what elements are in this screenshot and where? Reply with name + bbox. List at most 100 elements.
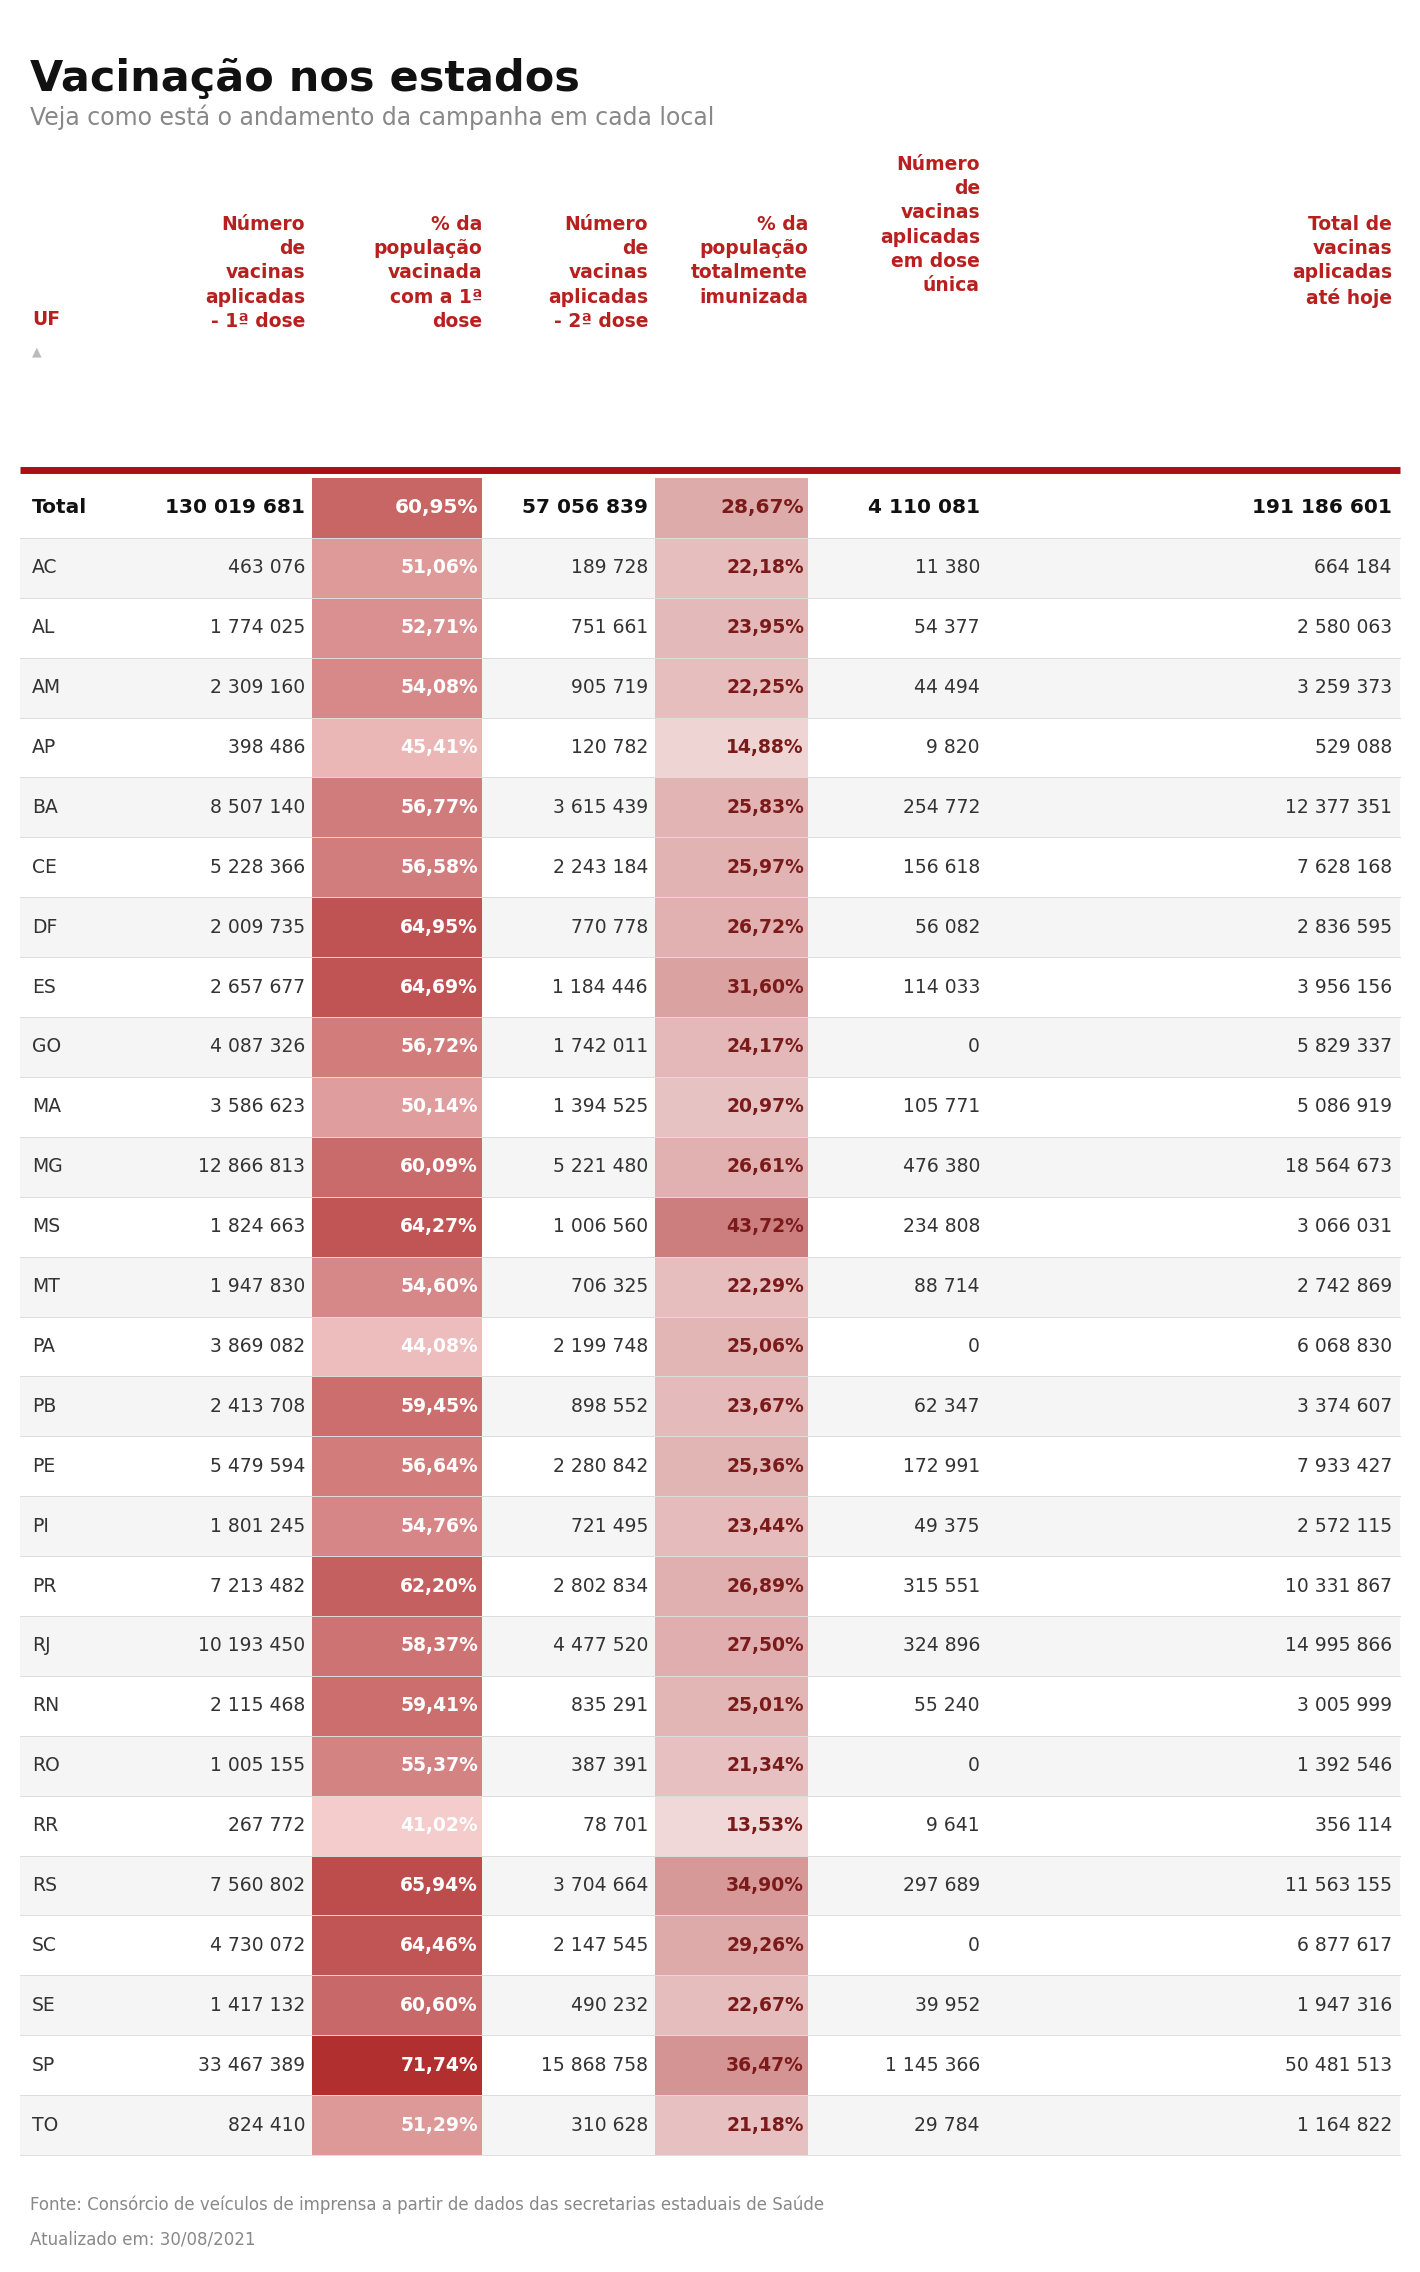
Text: 49 375: 49 375 (914, 1518, 980, 1536)
Text: 3 956 156: 3 956 156 (1296, 977, 1392, 997)
Text: 52,71%: 52,71% (400, 618, 479, 636)
Text: 25,01%: 25,01% (727, 1697, 804, 1715)
Text: 65,94%: 65,94% (400, 1877, 479, 1895)
Text: MA: MA (33, 1097, 61, 1116)
Text: 29,26%: 29,26% (726, 1936, 804, 1954)
Text: 130 019 681: 130 019 681 (165, 498, 305, 518)
Text: 23,67%: 23,67% (726, 1397, 804, 1415)
Text: 2 199 748: 2 199 748 (552, 1336, 648, 1356)
Bar (655, 1974, 808, 2036)
Text: 721 495: 721 495 (571, 1518, 648, 1536)
Bar (312, 657, 481, 718)
Text: 751 661: 751 661 (571, 618, 648, 636)
Bar (312, 1436, 481, 1497)
Text: 5 829 337: 5 829 337 (1296, 1038, 1392, 1056)
Text: 310 628: 310 628 (571, 2115, 648, 2136)
Bar (655, 1256, 808, 1315)
Text: 54,60%: 54,60% (400, 1277, 479, 1295)
Bar (20, 2036, 1400, 2095)
Text: 398 486: 398 486 (227, 738, 305, 757)
Text: 315 551: 315 551 (903, 1577, 980, 1595)
Bar (655, 1136, 808, 1197)
Bar (312, 1256, 481, 1315)
Text: Total: Total (33, 498, 87, 518)
Text: 2 115 468: 2 115 468 (210, 1697, 305, 1715)
Bar (312, 1197, 481, 1256)
Bar (312, 1736, 481, 1795)
Text: 835 291: 835 291 (571, 1697, 648, 1715)
Text: 172 991: 172 991 (903, 1456, 980, 1477)
Bar (20, 1915, 1400, 1974)
Text: 10 331 867: 10 331 867 (1285, 1577, 1392, 1595)
Text: 31,60%: 31,60% (726, 977, 804, 997)
Text: 59,45%: 59,45% (400, 1397, 479, 1415)
Text: 1 392 546: 1 392 546 (1296, 1756, 1392, 1774)
Text: MS: MS (33, 1218, 60, 1236)
Text: 2 280 842: 2 280 842 (552, 1456, 648, 1477)
Text: 3 259 373: 3 259 373 (1296, 677, 1392, 698)
Text: % da
população
vacinada
com a 1ª
dose: % da população vacinada com a 1ª dose (373, 216, 481, 332)
Text: 64,69%: 64,69% (400, 977, 479, 997)
Text: 51,29%: 51,29% (400, 2115, 479, 2136)
Text: ES: ES (33, 977, 55, 997)
Text: 11 380: 11 380 (914, 559, 980, 577)
Text: 58,37%: 58,37% (400, 1636, 479, 1656)
Text: 5 479 594: 5 479 594 (210, 1456, 305, 1477)
Text: 56,77%: 56,77% (400, 797, 479, 818)
Text: 22,18%: 22,18% (727, 559, 804, 577)
Bar (20, 657, 1400, 718)
Text: 2 657 677: 2 657 677 (210, 977, 305, 997)
Text: 2 836 595: 2 836 595 (1296, 918, 1392, 936)
Text: 8 507 140: 8 507 140 (210, 797, 305, 818)
Text: 356 114: 356 114 (1315, 1815, 1392, 1836)
Text: 10 193 450: 10 193 450 (197, 1636, 305, 1656)
Text: 22,29%: 22,29% (726, 1277, 804, 1295)
Bar (312, 598, 481, 657)
Text: 490 232: 490 232 (571, 1995, 648, 2015)
Text: 14,88%: 14,88% (727, 738, 804, 757)
Bar (20, 1136, 1400, 1197)
Text: 25,06%: 25,06% (726, 1336, 804, 1356)
Text: 12 377 351: 12 377 351 (1285, 797, 1392, 818)
Text: 54 377: 54 377 (914, 618, 980, 636)
Bar (312, 897, 481, 957)
Text: 2 309 160: 2 309 160 (210, 677, 305, 698)
Text: 3 615 439: 3 615 439 (552, 797, 648, 818)
Text: 0: 0 (968, 1756, 980, 1774)
Bar (312, 1615, 481, 1677)
Text: PB: PB (33, 1397, 57, 1415)
Text: 27,50%: 27,50% (726, 1636, 804, 1656)
Text: 34,90%: 34,90% (726, 1877, 804, 1895)
Text: 1 184 446: 1 184 446 (552, 977, 648, 997)
Text: MT: MT (33, 1277, 60, 1295)
Text: 4 110 081: 4 110 081 (868, 498, 980, 518)
Bar (655, 1497, 808, 1556)
Text: PA: PA (33, 1336, 55, 1356)
Text: 297 689: 297 689 (903, 1877, 980, 1895)
Text: 3 586 623: 3 586 623 (210, 1097, 305, 1116)
Bar (20, 2095, 1400, 2156)
Text: 50 481 513: 50 481 513 (1285, 2056, 1392, 2074)
Text: 29 784: 29 784 (914, 2115, 980, 2136)
Text: 898 552: 898 552 (571, 1397, 648, 1415)
Bar (20, 777, 1400, 838)
Text: 156 618: 156 618 (903, 859, 980, 877)
Text: 62 347: 62 347 (914, 1397, 980, 1415)
Text: 9 641: 9 641 (926, 1815, 980, 1836)
Text: 15 868 758: 15 868 758 (541, 2056, 648, 2074)
Text: 60,09%: 60,09% (400, 1156, 479, 1177)
Bar (312, 1856, 481, 1915)
Text: 21,18%: 21,18% (727, 2115, 804, 2136)
Text: 56 082: 56 082 (914, 918, 980, 936)
Text: Fonte: Consórcio de veículos de imprensa a partir de dados das secretarias estad: Fonte: Consórcio de veículos de imprensa… (30, 2195, 824, 2213)
Bar (20, 1677, 1400, 1736)
Text: MG: MG (33, 1156, 62, 1177)
Bar (20, 1197, 1400, 1256)
Text: 387 391: 387 391 (571, 1756, 648, 1774)
Text: 25,36%: 25,36% (726, 1456, 804, 1477)
Text: 6 877 617: 6 877 617 (1296, 1936, 1392, 1954)
Bar (312, 1677, 481, 1736)
Text: 26,72%: 26,72% (726, 918, 804, 936)
Bar (20, 1497, 1400, 1556)
Text: RN: RN (33, 1697, 60, 1715)
